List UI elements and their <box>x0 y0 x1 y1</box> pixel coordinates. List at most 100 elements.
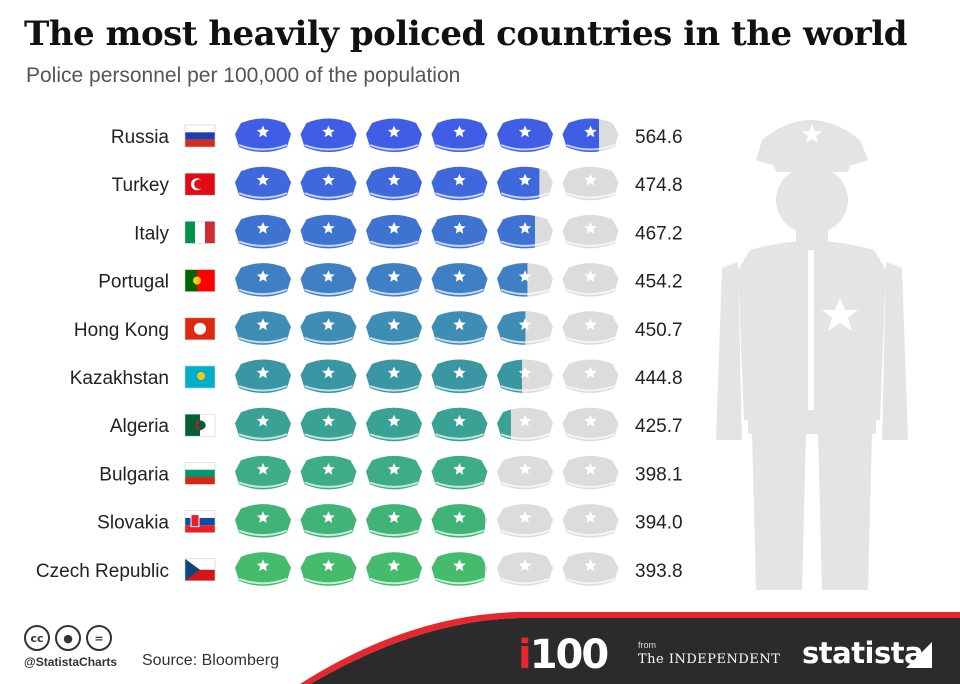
police-cap-icon <box>366 504 422 538</box>
page-title: The most heavily policed countries in th… <box>24 14 908 54</box>
police-cap-icon <box>235 166 291 201</box>
license-icons: cc ● = <box>24 625 112 651</box>
row-italy: Italy 467.2 <box>134 214 683 249</box>
statista-logo[interactable]: statista <box>802 636 924 670</box>
police-cap-icon <box>366 359 422 393</box>
kazakhstan-flag <box>184 365 216 389</box>
country-label: Slovakia <box>97 513 169 534</box>
i100-logo[interactable]: i100 <box>518 632 609 678</box>
row-turkey: Turkey 474.8 <box>112 166 683 201</box>
police-cap-icon <box>300 118 357 152</box>
independent-logo[interactable]: The INDEPENDENT <box>638 652 781 667</box>
row-portugal: Portugal 454.2 <box>98 263 683 297</box>
police-cap-icon <box>497 214 553 249</box>
cc-icon[interactable]: cc <box>24 625 50 651</box>
police-cap-icon <box>235 359 291 393</box>
police-cap-icon <box>300 552 357 586</box>
value-label: 444.8 <box>635 368 683 389</box>
police-cap-icon <box>366 455 422 490</box>
turkey-flag <box>184 172 216 196</box>
police-cap-icon <box>562 552 619 586</box>
police-cap-icon <box>300 455 357 490</box>
police-cap-icon <box>235 504 291 538</box>
police-cap-icon <box>562 311 619 345</box>
police-cap-icon <box>235 214 291 249</box>
i100-i: i <box>518 632 532 678</box>
police-cap-icon <box>366 214 422 249</box>
police-cap-icon <box>562 214 619 249</box>
policeman-details <box>802 124 858 410</box>
police-cap-icon <box>366 166 422 201</box>
police-cap-icon <box>497 552 553 586</box>
police-cap-icon <box>562 407 619 442</box>
algeria-flag <box>184 413 216 437</box>
police-cap-icon <box>562 455 619 490</box>
row-algeria: Algeria 425.7 <box>110 407 683 442</box>
collar-line <box>808 250 814 410</box>
police-cap-icon <box>300 359 357 393</box>
police-cap-icon <box>431 263 488 297</box>
police-cap-icon <box>562 504 619 538</box>
from-label: from <box>638 640 656 650</box>
police-cap-icon <box>431 311 488 345</box>
page-subtitle: Police personnel per 100,000 of the popu… <box>26 64 461 87</box>
police-cap-icon <box>497 407 553 442</box>
pictogram-chart: Russia 564.6 Turkey 474.8 Italy 467.2 Portugal… <box>36 118 908 590</box>
police-cap-icon <box>431 455 488 490</box>
value-label: 394.0 <box>635 513 683 534</box>
value-label: 398.1 <box>635 464 683 485</box>
country-label: Turkey <box>112 175 170 196</box>
i100-number: 100 <box>529 632 609 678</box>
police-cap-icon <box>431 359 488 393</box>
police-cap-icon <box>366 118 422 152</box>
value-label: 393.8 <box>635 561 683 582</box>
country-label: Czech Republic <box>36 561 169 582</box>
police-cap-icon <box>235 118 291 152</box>
police-cap-icon <box>235 311 291 345</box>
hong-kong-flag <box>184 317 216 341</box>
police-cap-icon <box>497 359 553 393</box>
value-label: 564.6 <box>635 127 683 148</box>
country-label: Russia <box>111 127 170 148</box>
police-cap-icon <box>300 214 357 249</box>
bulgaria-flag <box>184 462 216 485</box>
footer-band <box>300 612 960 684</box>
country-label: Algeria <box>110 416 170 437</box>
police-cap-icon <box>431 118 488 152</box>
police-cap-icon <box>300 166 357 201</box>
police-cap-icon <box>497 166 553 201</box>
country-label: Kazakhstan <box>70 368 169 389</box>
police-cap-icon <box>300 263 357 297</box>
police-cap-icon <box>300 311 357 345</box>
portugal-flag <box>184 269 216 292</box>
police-cap-icon <box>497 504 553 538</box>
police-cap-icon <box>562 359 619 393</box>
police-cap-icon <box>235 552 291 586</box>
police-cap-icon <box>300 504 357 538</box>
value-label: 450.7 <box>635 320 683 341</box>
police-cap-icon <box>431 504 488 538</box>
row-slovakia: Slovakia 394.0 <box>97 504 683 538</box>
police-cap-icon <box>366 263 422 297</box>
statista-handle[interactable]: @StatistaCharts <box>24 655 118 669</box>
value-label: 425.7 <box>635 416 683 437</box>
police-cap-icon <box>431 214 488 249</box>
police-cap-icon <box>366 552 422 586</box>
police-cap-icon <box>562 166 619 201</box>
police-cap-icon <box>431 166 488 201</box>
police-cap-icon <box>300 407 357 442</box>
police-cap-icon <box>235 407 291 442</box>
police-cap-icon <box>562 118 619 152</box>
policeman-silhouette-icon <box>716 120 908 590</box>
cap-badge-icon <box>802 124 822 143</box>
row-bulgaria: Bulgaria 398.1 <box>99 455 683 490</box>
value-label: 474.8 <box>635 175 683 196</box>
czech-republic-flag <box>184 558 216 582</box>
nd-icon[interactable]: = <box>86 625 112 651</box>
country-label: Portugal <box>98 272 169 293</box>
value-label: 467.2 <box>635 223 683 244</box>
slovakia-flag <box>184 510 216 533</box>
by-icon[interactable]: ● <box>55 625 81 651</box>
russia-flag <box>184 124 216 148</box>
police-cap-icon <box>431 407 488 442</box>
